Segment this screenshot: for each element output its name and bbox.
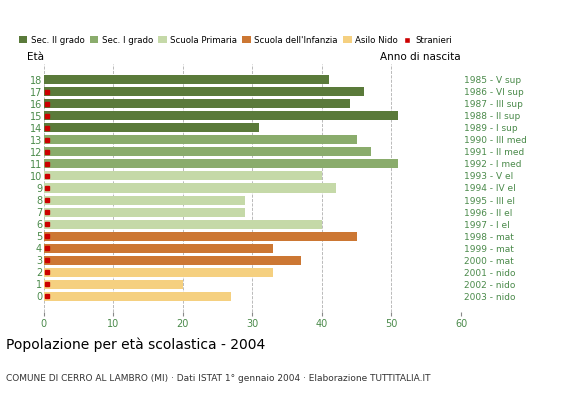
Bar — [44, 184, 336, 192]
Text: Anno di nascita: Anno di nascita — [380, 52, 461, 62]
Bar — [44, 196, 245, 204]
Bar — [44, 244, 273, 253]
Bar — [44, 99, 350, 108]
Bar — [44, 160, 398, 168]
Bar — [44, 256, 301, 265]
Bar — [44, 292, 231, 301]
Bar — [44, 87, 364, 96]
Bar — [44, 208, 245, 216]
Text: COMUNE DI CERRO AL LAMBRO (MI) · Dati ISTAT 1° gennaio 2004 · Elaborazione TUTTI: COMUNE DI CERRO AL LAMBRO (MI) · Dati IS… — [6, 374, 430, 383]
Bar — [44, 111, 398, 120]
Bar — [44, 232, 357, 241]
Text: Età: Età — [27, 52, 44, 62]
Bar — [44, 148, 371, 156]
Bar — [44, 268, 273, 277]
Bar — [44, 75, 329, 84]
Bar — [44, 123, 259, 132]
Bar — [44, 172, 322, 180]
Bar — [44, 135, 357, 144]
Bar — [44, 220, 322, 228]
Legend: Sec. II grado, Sec. I grado, Scuola Primaria, Scuola dell'Infanzia, Asilo Nido, : Sec. II grado, Sec. I grado, Scuola Prim… — [19, 36, 452, 45]
Bar — [44, 280, 183, 289]
Text: Popolazione per età scolastica - 2004: Popolazione per età scolastica - 2004 — [6, 338, 265, 352]
